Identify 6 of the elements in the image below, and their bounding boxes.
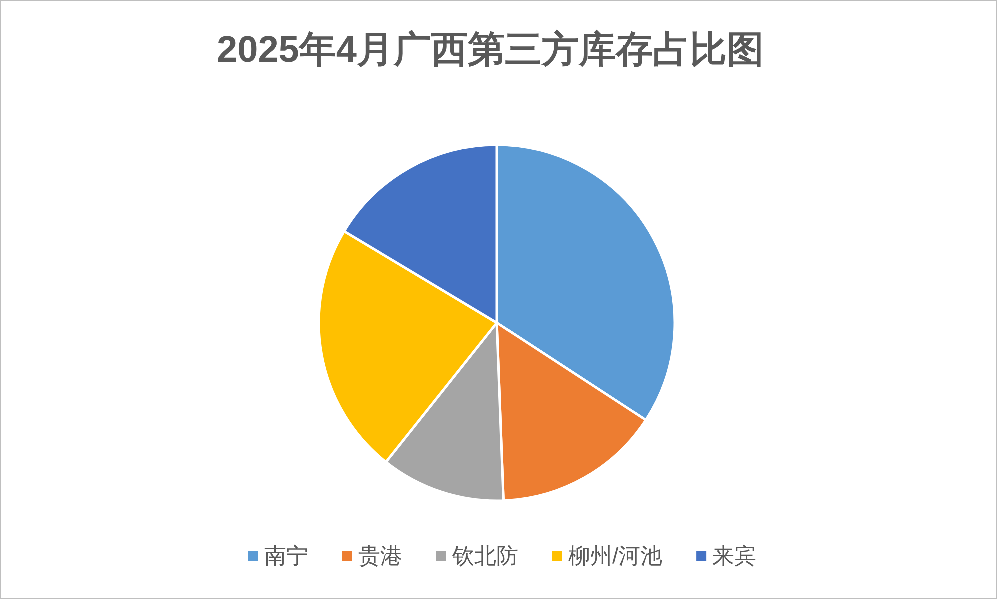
legend-label: 来宾 <box>712 544 757 569</box>
legend-label: 钦北防 <box>451 544 518 569</box>
chart-title: 2025年4月广西第三方库存占比图 <box>217 29 764 70</box>
legend-label: 南宁 <box>264 544 308 569</box>
legend-label: 贵港 <box>358 544 402 569</box>
legend-label: 柳州/河池 <box>568 544 663 569</box>
